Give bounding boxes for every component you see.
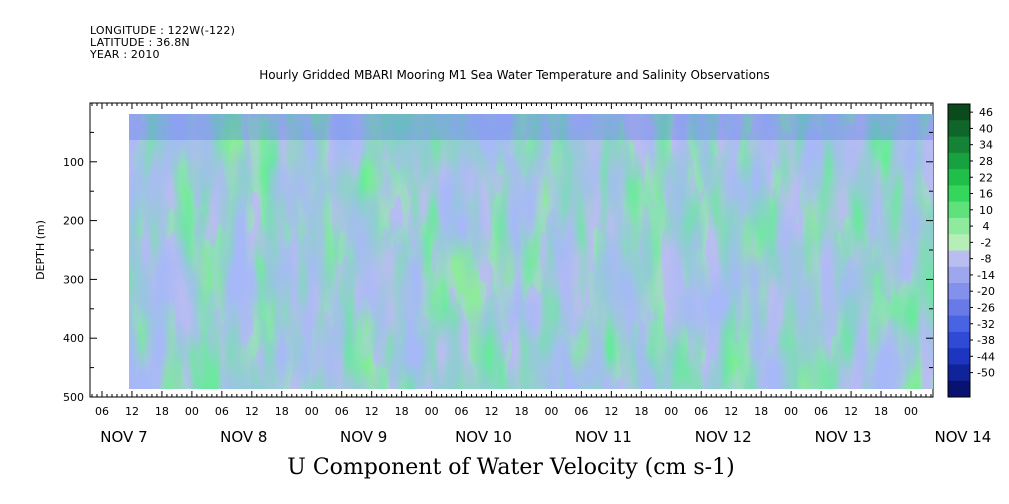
x-hour-label: 18 [874,405,888,418]
x-date-label: NOV 12 [695,428,752,446]
x-date-label: NOV 10 [455,428,512,446]
colorbar-label: 4 [983,220,990,233]
colorbar-label: 28 [979,155,993,168]
x-date-label: NOV 14 [934,428,991,446]
colorbar-swatch [948,120,970,138]
x-hour-label: 06 [95,405,109,418]
x-hour-label: 06 [694,405,708,418]
x-hour-label: 00 [784,405,798,418]
heatmap-field [129,114,933,389]
x-hour-label: 18 [275,405,289,418]
colorbar-label: -14 [977,269,995,282]
colorbar-label: 22 [979,171,993,184]
latitude-label: LATITUDE : 36.8N [90,36,190,49]
x-hour-label: 06 [215,405,229,418]
colorbar-label: -20 [977,285,995,298]
colorbar-swatch [948,299,970,317]
x-hour-label: 06 [574,405,588,418]
colorbar-label: 34 [979,139,993,152]
colorbar: 46 40 34 28 22 16 10 4 -2 -8 -14 -20 -26 -32 -38 -44 -50 [947,103,995,398]
x-hour-label: 18 [514,405,528,418]
chart-title: Hourly Gridded MBARI Mooring M1 Sea Wate… [259,68,770,82]
x-hour-label: 12 [844,405,858,418]
colorbar-swatch [948,380,970,398]
x-hour-label: 12 [485,405,499,418]
colorbar-label: -8 [981,253,992,266]
x-hour-label: 00 [425,405,439,418]
colorbar-label: -44 [977,350,995,363]
colorbar-swatch [948,136,970,154]
colorbar-label: 10 [979,204,993,217]
colorbar-swatch [948,364,970,382]
colorbar-swatch [948,169,970,186]
x-hour-label: 00 [664,405,678,418]
x-hour-label: 00 [305,405,319,418]
colorbar-swatch [948,185,970,203]
colorbar-swatch [948,315,970,333]
longitude-label: LONGITUDE : 122W(-122) [90,24,236,37]
colorbar-swatch [948,250,970,268]
colorbar-label: 16 [979,188,993,201]
colorbar-swatch [948,283,970,300]
colorbar-swatch [948,201,970,219]
x-hour-label: 18 [155,405,169,418]
x-hour-label: 18 [395,405,409,418]
x-hour-label: 06 [455,405,469,418]
x-date-label: NOV 8 [220,428,267,446]
x-date-label: NOV 11 [575,428,632,446]
colorbar-swatch [948,234,970,251]
colorbar-swatch [948,104,970,121]
x-hour-label: 06 [335,405,349,418]
y-tick-label: 500 [63,391,84,404]
x-hour-label: 00 [544,405,558,418]
x-date-label: NOV 7 [100,428,147,446]
x-hour-label: 12 [125,405,139,418]
colorbar-label: 40 [979,122,993,135]
x-hour-label: 18 [754,405,768,418]
x-axis-label: U Component of Water Velocity (cm s-1) [287,455,734,480]
x-date-label: NOV 9 [340,428,387,446]
x-date-label: NOV 13 [815,428,872,446]
x-hour-label: 12 [245,405,259,418]
x-hour-label: 00 [904,405,918,418]
colorbar-label: -38 [977,334,995,347]
colorbar-label: -26 [977,301,995,314]
year-label: YEAR : 2010 [90,48,160,61]
colorbar-swatch [948,152,970,170]
y-tick-label: 100 [63,156,84,169]
x-hour-label: 12 [604,405,618,418]
y-tick-label: 400 [63,332,84,345]
colorbar-label: 46 [979,106,993,119]
x-hour-label: 12 [724,405,738,418]
x-hour-label: 12 [365,405,379,418]
y-tick-label: 300 [63,273,84,286]
y-axis-label: DEPTH (m) [34,220,47,280]
x-hour-label: 18 [634,405,648,418]
y-tick-label: 200 [63,215,84,228]
colorbar-label: -50 [977,367,995,380]
colorbar-swatch [948,217,970,235]
colorbar-swatch [948,266,970,284]
x-hour-label: 06 [814,405,828,418]
colorbar-frame [947,103,971,398]
colorbar-label: -2 [981,236,992,249]
colorbar-swatch [948,348,970,365]
x-hour-label: 00 [185,405,199,418]
colorbar-label: -32 [977,318,995,331]
colorbar-swatch [948,331,970,349]
